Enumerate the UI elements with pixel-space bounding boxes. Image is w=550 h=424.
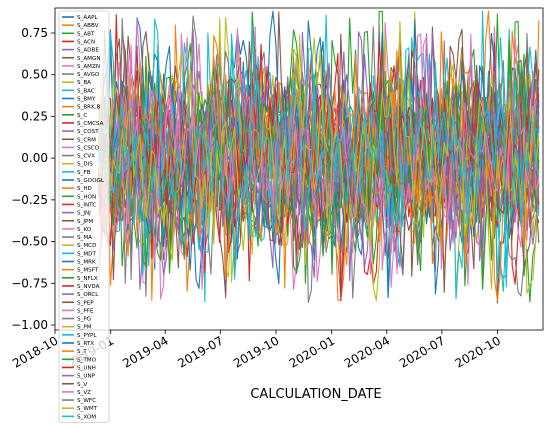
legend-label-s-v: S_V <box>77 382 87 388</box>
legend-label-s-pg: S_PG <box>77 317 91 323</box>
legend-label-s-xom: S_XOM <box>77 414 96 420</box>
legend-label-s-nvda: S_NVDA <box>77 284 100 290</box>
x-tick-label: 2019-07 <box>175 333 225 370</box>
legend-label-s-wmt: S_WMT <box>77 406 98 412</box>
legend-label-s-cvx: S_CVX <box>77 154 95 160</box>
legend-label-s-amgn: S_AMGN <box>77 56 101 62</box>
x-tick-label: 2019-04 <box>120 333 170 370</box>
y-tick-label: −0.75 <box>11 276 48 290</box>
legend-label-s-abt: S_ABT <box>77 31 95 37</box>
legend-label-s-googl: S_GOOGL <box>77 178 105 184</box>
series-line-s-vz <box>98 28 540 290</box>
legend-label-s-bmy: S_BMY <box>77 97 96 103</box>
y-tick-label: 0.50 <box>21 68 48 82</box>
legend-label-s-avgo: S_AVGO <box>77 72 100 78</box>
legend-label-s-wfc: S_WFC <box>77 398 96 404</box>
legend-label-s-unp: S_UNP <box>77 374 96 380</box>
y-tick-label: 0.25 <box>21 109 48 123</box>
x-tick-label: 2020-10 <box>453 333 503 370</box>
y-tick-label: −0.25 <box>11 193 48 207</box>
legend-label-s-pm: S_PM <box>77 325 92 331</box>
series-line-s-tmo <box>98 53 540 288</box>
y-tick-label: 0.75 <box>21 26 48 40</box>
legend-label-s-ba: S_BA <box>77 80 91 86</box>
legend-label-s-jpm: S_JPM <box>77 219 93 225</box>
legend-label-s-pep: S_PEP <box>77 300 94 306</box>
legend-label-s-mrk: S_MRK <box>77 260 96 266</box>
legend-label-s-adbe: S_ADBE <box>77 48 99 54</box>
x-tick-label: 2020-01 <box>287 333 337 370</box>
legend: S_AAPL S_ABBV S_ABT S_ACN S_ADBE S_AMGN S_AMZN… <box>58 10 110 423</box>
series-layer <box>98 10 540 304</box>
legend-label-s-aapl: S_AAPL <box>77 15 99 21</box>
legend-label-s-msft: S_MSFT <box>77 268 99 274</box>
legend-label-s-dis: S_DIS <box>77 162 93 168</box>
series-line-s-wmt <box>98 20 540 290</box>
legend-label-s-unh: S_UNH <box>77 365 96 371</box>
legend-label-s-amzn: S_AMZN <box>77 64 100 70</box>
x-tick-label: 2018-10 <box>10 333 60 370</box>
y-tick-label: −1.00 <box>11 318 48 332</box>
legend-label-s-pypl: S_PYPL <box>77 333 97 339</box>
y-tick-label: 0.00 <box>21 151 48 165</box>
legend-label-s-cost: S_COST <box>77 129 99 135</box>
legend-label-s-hd: S_HD <box>77 186 92 192</box>
plot-frame <box>54 7 544 331</box>
legend-label-s-abbv: S_ABBV <box>77 23 99 29</box>
legend-label-s-vz: S_VZ <box>77 390 91 396</box>
legend-label-s-fb: S_FB <box>77 170 91 176</box>
series-line-s-unh <box>98 41 540 246</box>
legend-label-s-jnj: S_JNJ <box>77 211 91 217</box>
legend-box <box>58 10 110 423</box>
legend-label-s-bac: S_BAC <box>77 88 95 94</box>
y-tick-label: −0.50 <box>11 235 48 249</box>
series-line-s-v <box>98 31 540 293</box>
x-tick-label: 2019-10 <box>231 333 281 370</box>
series-line-s-xom <box>98 14 540 280</box>
legend-label-s-crm: S_CRM <box>77 137 96 143</box>
legend-label-s-ma: S_MA <box>77 235 92 241</box>
legend-label-s-acn: S_ACN <box>77 39 95 45</box>
legend-label-s-mcd: S_MCD <box>77 243 96 249</box>
x-tick-label: 2020-07 <box>397 333 447 370</box>
legend-label-s-csco: S_CSCO <box>77 145 100 151</box>
legend-label-s-ko: S_KO <box>77 227 92 233</box>
y-axis: −1.00 −0.75 −0.50 −0.25 0.00 0.25 0.50 0.75 <box>11 26 55 332</box>
x-axis-label: CALCULATION_DATE <box>250 387 381 402</box>
legend-label-s-pfe: S_PFE <box>77 308 94 314</box>
legend-label-s-cmcsa: S_CMCSA <box>77 121 104 127</box>
legend-label-s-mdt: S_MDT <box>77 251 96 257</box>
series-line-s-orcl <box>98 28 540 276</box>
legend-label-s-rtx: S_RTX <box>77 341 94 347</box>
legend-label-s-nflx: S_NFLX <box>77 276 98 282</box>
legend-label-s-t: S_T <box>77 349 87 355</box>
legend-label-s-intc: S_INTC <box>77 202 96 208</box>
legend-label-s-hon: S_HON <box>77 194 96 200</box>
legend-label-s-tmo: S_TMO <box>77 357 97 363</box>
legend-label-s-brk-b: S_BRK.B <box>77 105 101 111</box>
legend-label-s-orcl: S_ORCL <box>77 292 99 298</box>
x-tick-label: 2020-04 <box>342 333 392 370</box>
legend-label-s-c: S_C <box>77 113 87 119</box>
